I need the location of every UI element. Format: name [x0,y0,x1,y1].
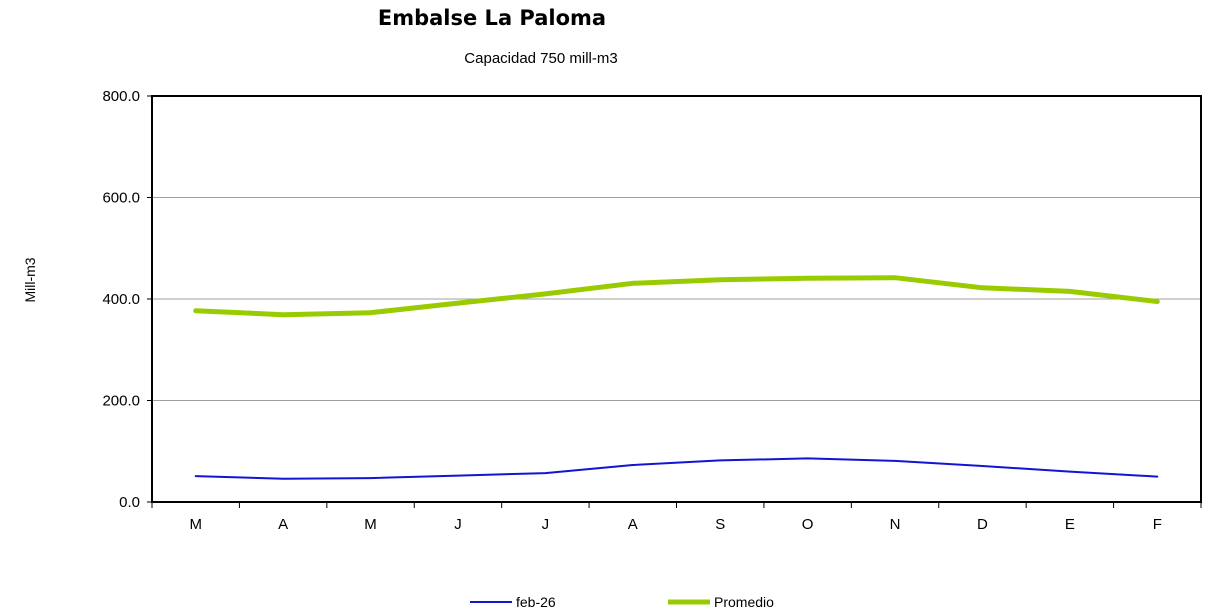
legend: feb-26 Promedio [470,594,774,610]
x-tick-label: S [715,516,725,533]
x-tick-label: N [890,516,901,533]
x-tick-label: J [542,516,550,533]
x-tick-label: J [454,516,462,533]
chart-title: Embalse La Paloma [378,6,606,30]
axes [147,95,1202,508]
x-tick-label: M [189,516,202,533]
x-tick-label: O [802,516,814,533]
series-lines [193,275,1160,480]
x-tick-label: D [977,516,988,533]
legend-label-promedio: Promedio [714,594,774,610]
chart-subtitle: Capacidad 750 mill-m3 [464,50,617,67]
series-line-feb-26 [194,457,1159,480]
tick-labels: 0.0 200.0 400.0 600.0 800.0 M A M J J A S O N D E F [102,88,1161,533]
y-tick-label: 600.0 [102,190,140,207]
y-tick-label: 0.0 [119,494,140,511]
x-tick-label: A [628,516,638,533]
y-tick-label: 400.0 [102,291,140,308]
series-line-promedio [193,275,1160,318]
gridlines [152,197,1201,401]
y-axis-label: Mill-m3 [22,257,38,302]
y-tick-label: 200.0 [102,393,140,410]
x-tick-label: F [1153,516,1162,533]
x-tick-label: M [364,516,377,533]
x-tick-label: A [278,516,288,533]
x-tick-label: E [1065,516,1075,533]
y-tick-label: 800.0 [102,88,140,105]
legend-label-feb-26: feb-26 [516,594,556,610]
